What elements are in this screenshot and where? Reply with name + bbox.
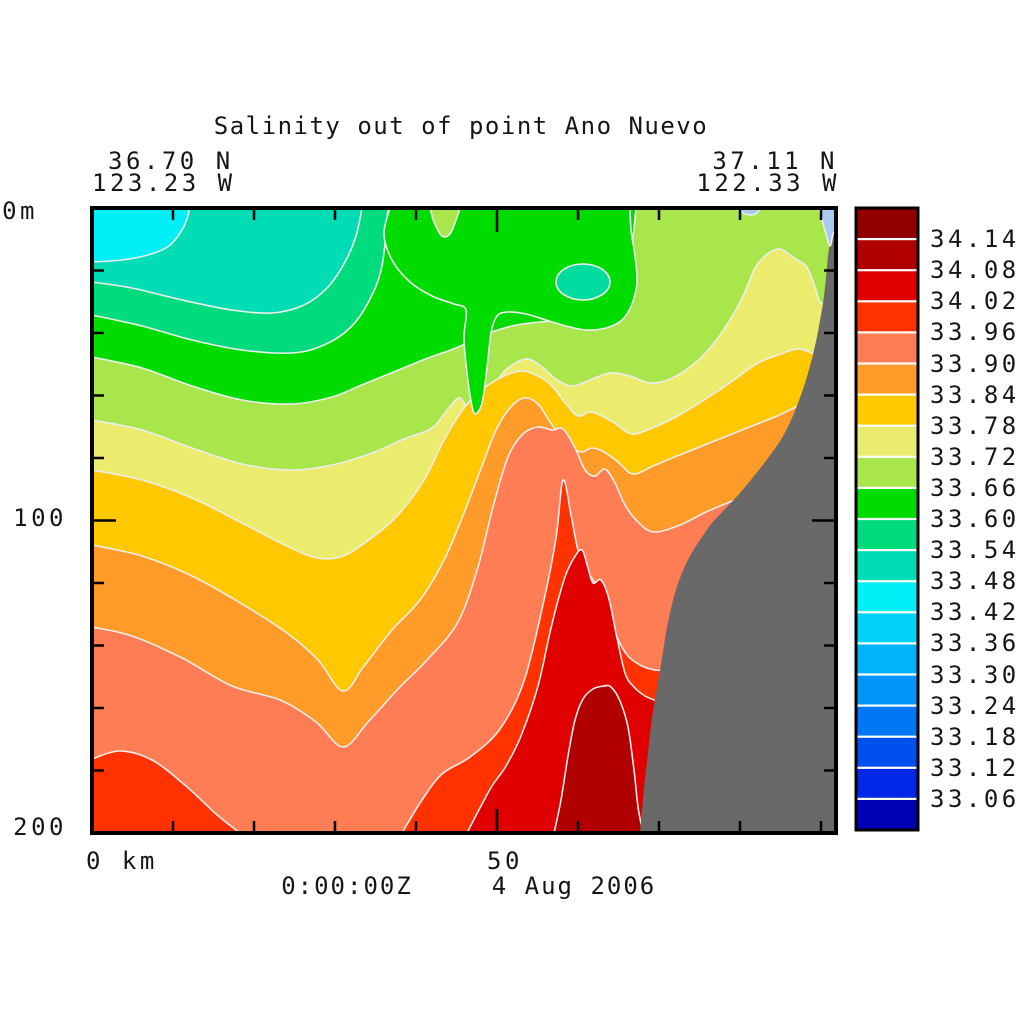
y-axis-label-100: 100 [13, 504, 67, 532]
colorbar-tick-label: 33.42 [930, 598, 1020, 627]
colorbar-tick-label: 33.78 [930, 411, 1020, 440]
missing-sliver-corner [818, 208, 836, 247]
y-axis-label-0m: 0m [2, 197, 38, 225]
left-latitude-label: 36.70 N [108, 147, 234, 175]
colorbar-tick-label: 33.12 [930, 753, 1020, 782]
colorbar-segment [856, 736, 918, 769]
colorbar-tick-label: 33.30 [930, 660, 1020, 689]
colorbar-segment [856, 487, 918, 520]
colorbar-tick-label: 33.24 [930, 691, 1020, 720]
axis-ticks [93, 209, 835, 832]
colorbar-segment [856, 270, 918, 302]
surface-cyan-patch [92, 208, 190, 263]
colorbar-segment [856, 332, 918, 364]
colorbar-segment [856, 581, 918, 613]
land-wedge [640, 234, 836, 833]
colorbar-tick-label: 33.84 [930, 380, 1020, 409]
colorbar-tick-label: 34.08 [930, 256, 1020, 285]
colorbar-segment [856, 612, 918, 644]
colorbar-segment [856, 456, 918, 489]
timestamp-time: 0:00:00Z [281, 872, 413, 900]
colorbar-tick-label: 33.72 [930, 442, 1020, 471]
colorbar-segment [856, 394, 918, 427]
blob-hole [555, 263, 611, 301]
colorbar-segment [856, 208, 918, 240]
plot-title: Salinity out of point Ano Nuevo [213, 112, 709, 140]
x-axis-label-50: 50 [487, 847, 523, 875]
colorbar-segment [856, 363, 918, 396]
x-axis-label-0km: 0 km [86, 847, 158, 875]
colorbar-segment [856, 643, 918, 675]
surface-green-blob [383, 208, 638, 415]
band-34.08 [553, 684, 644, 833]
surface-notch [429, 208, 461, 238]
colorbar-tick-label: 33.96 [930, 318, 1020, 347]
colorbar-tick-label: 33.90 [930, 349, 1020, 378]
colorbar-segment [856, 301, 918, 333]
right-longitude-label: 122.33 W [696, 169, 840, 197]
colorbar-segment [856, 519, 918, 551]
colorbar-segment [856, 674, 918, 707]
colorbar-segment [856, 550, 918, 582]
colorbar-segment [856, 705, 918, 738]
colorbar-tick-label: 33.54 [930, 536, 1020, 565]
colorbar-segment [856, 239, 918, 271]
timestamp-date: 4 Aug 2006 [491, 872, 657, 900]
colorbar-tick-label: 33.66 [930, 473, 1020, 502]
colorbar-tick-label: 33.18 [930, 722, 1020, 751]
colorbar-tick-label: 34.02 [930, 287, 1020, 316]
colorbar-segment [856, 425, 918, 458]
colorbar-tick-label: 33.48 [930, 567, 1020, 596]
colorbar-segment [856, 798, 918, 831]
left-longitude-label: 123.23 W [92, 169, 236, 197]
y-axis-label-200: 200 [13, 813, 67, 841]
colorbar-tick-label: 33.60 [930, 505, 1020, 533]
plot-border [90, 206, 838, 835]
colorbar-tick-label: 33.36 [930, 629, 1020, 658]
colorbar [854, 206, 920, 832]
colorbar-segment [856, 767, 918, 800]
right-latitude-label: 37.11 N [712, 147, 838, 175]
colorbar-tick-label: 34.14 [930, 225, 1020, 254]
band-33.96-left [92, 750, 241, 833]
colorbar-tick-label: 33.06 [930, 784, 1020, 813]
